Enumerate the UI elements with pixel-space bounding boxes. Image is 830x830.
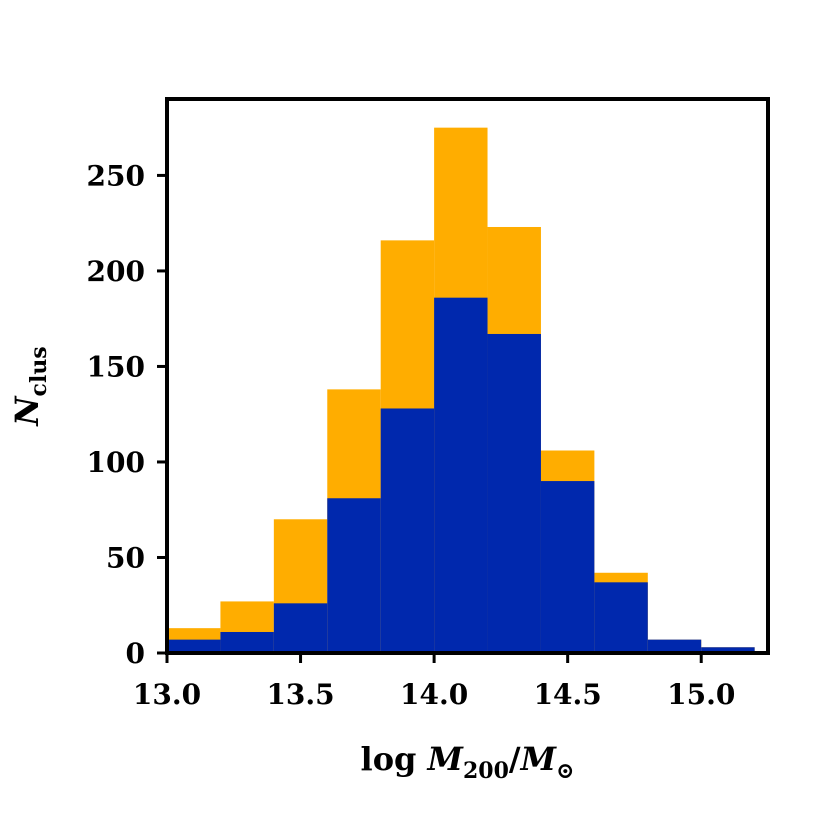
x-tick-label: 14.5 [534, 678, 602, 711]
bars-layer [167, 127, 755, 654]
x-tick-label: 14.0 [400, 678, 468, 711]
x-tick-label: 13.0 [133, 678, 201, 711]
bar-series2-bin3 [273, 603, 328, 653]
y-axis-label: Nclus [8, 346, 52, 426]
x-axis-label: log M200/M⊙ [361, 740, 575, 784]
plot-frame [165, 97, 770, 655]
bar-series2-bin7 [487, 333, 541, 653]
bar-series2-bin2 [220, 631, 274, 653]
x-axis-ticks: 13.0 13.5 14.0 14.5 15.0 [133, 653, 735, 711]
bar-series2-bin10 [647, 639, 702, 653]
y-tick-label: 200 [87, 255, 145, 288]
y-tick-label: 150 [87, 350, 145, 383]
y-tick-label: 50 [106, 541, 145, 574]
bar-series2-bin9 [594, 582, 648, 653]
y-tick-label: 100 [87, 446, 145, 479]
bar-series2-bin5 [380, 408, 435, 653]
bar-series2-bin1 [167, 639, 221, 653]
x-tick-label: 15.0 [667, 678, 735, 711]
bar-series2-bin6 [434, 297, 488, 653]
y-tick-label: 0 [126, 637, 145, 670]
bar-series2-bin8 [540, 481, 595, 653]
y-tick-label: 250 [87, 159, 145, 192]
y-axis-ticks: 0 50 100 150 200 250 [87, 159, 167, 670]
bar-series2-bin11 [701, 647, 755, 653]
x-tick-label: 13.5 [266, 678, 334, 711]
bar-series2-bin4 [327, 498, 381, 653]
